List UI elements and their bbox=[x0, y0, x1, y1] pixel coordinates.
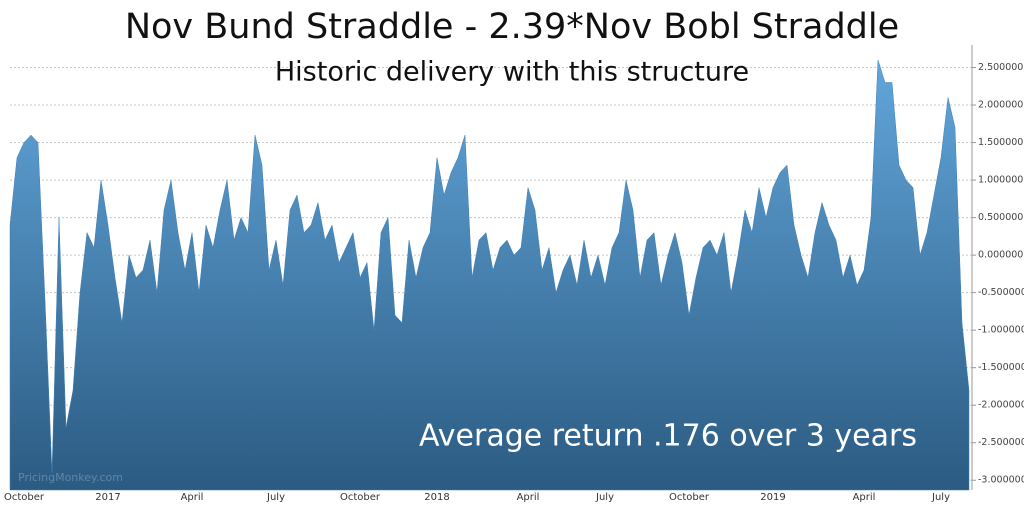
y-tick-label: -1.500000 bbox=[978, 362, 1024, 373]
x-tick-label: April bbox=[181, 492, 204, 503]
x-tick-label: July bbox=[266, 492, 285, 503]
watermark: PricingMonkey.com bbox=[18, 471, 123, 484]
x-tick-label: April bbox=[853, 492, 876, 503]
x-tick-label: 2019 bbox=[760, 492, 785, 503]
x-tick-label: April bbox=[517, 492, 540, 503]
y-tick-label: -1.000000 bbox=[978, 325, 1024, 336]
y-tick-label: -2.000000 bbox=[978, 400, 1024, 411]
x-tick-label: October bbox=[669, 492, 710, 503]
x-tick-label: 2017 bbox=[95, 492, 120, 503]
y-tick-label: 1.000000 bbox=[978, 175, 1023, 186]
area bbox=[9, 59, 970, 491]
x-tick-label: July bbox=[595, 492, 614, 503]
y-tick-label: -3.000000 bbox=[978, 475, 1024, 486]
y-tick-label: 2.000000 bbox=[978, 100, 1023, 111]
y-tick-label: 1.500000 bbox=[978, 137, 1023, 148]
annotation: Average return .176 over 3 years bbox=[419, 419, 917, 454]
x-tick-label: October bbox=[340, 492, 381, 503]
y-tick-label: 0.500000 bbox=[978, 212, 1023, 223]
x-tick-label: July bbox=[931, 492, 950, 503]
y-tick-label: -0.500000 bbox=[978, 287, 1024, 298]
chart-title: Nov Bund Straddle - 2.39*Nov Bobl Stradd… bbox=[125, 7, 899, 47]
chart-subtitle: Historic delivery with this structure bbox=[275, 57, 749, 88]
y-tick-label: 2.500000 bbox=[978, 62, 1023, 73]
y-tick-label: -2.500000 bbox=[978, 437, 1024, 448]
x-tick-label: 2018 bbox=[424, 492, 449, 503]
y-tick-label: 0.000000 bbox=[978, 250, 1023, 261]
x-tick-label: October bbox=[4, 492, 45, 503]
